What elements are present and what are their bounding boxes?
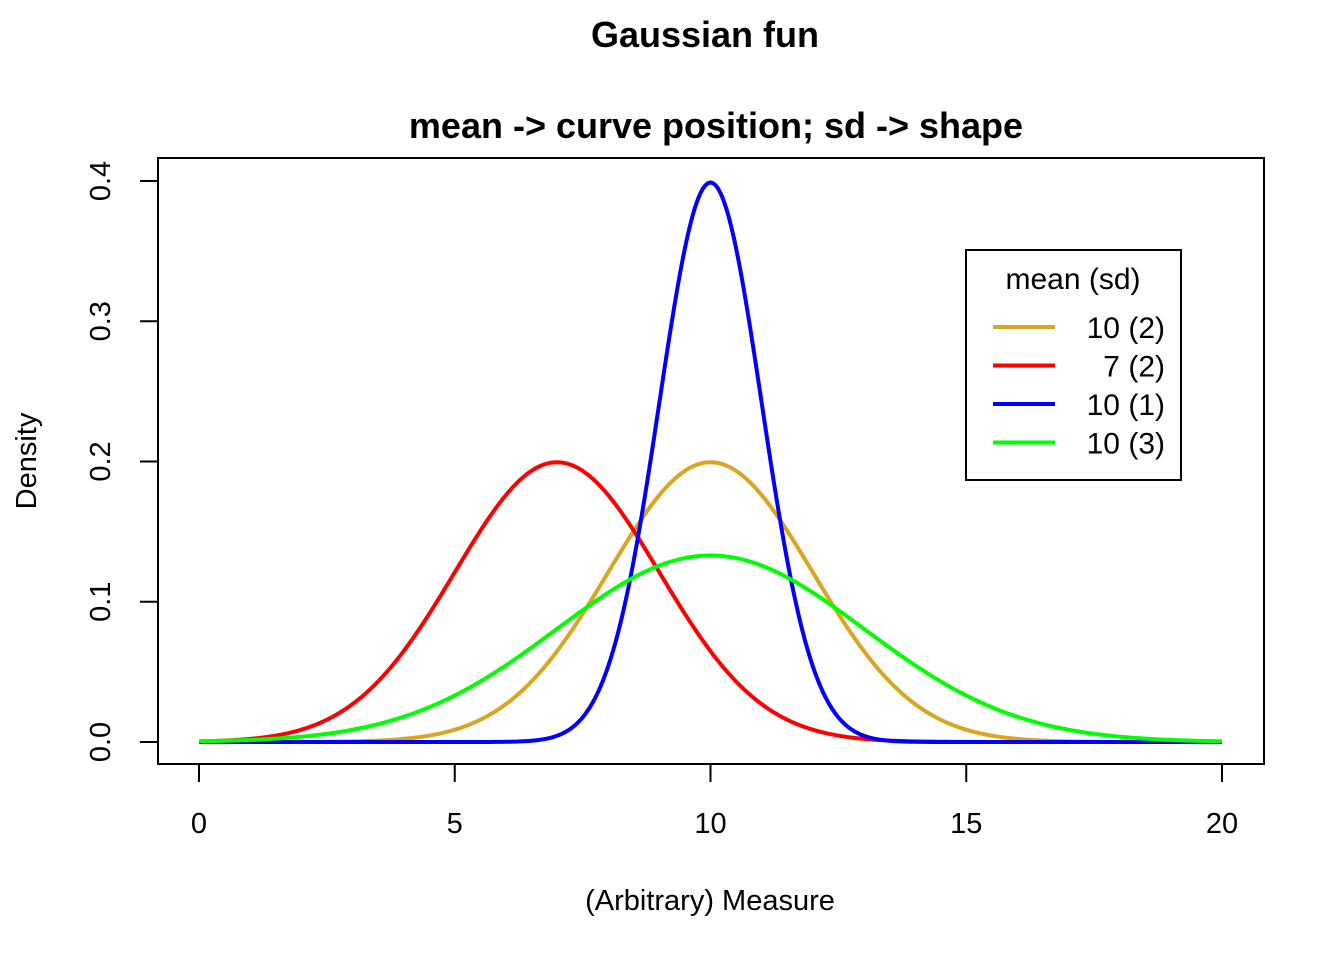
x-tick-label: 5 [447,808,463,840]
x-axis: 0 5 10 15 20 [191,763,1238,840]
y-tick-label: 0.4 [85,161,117,201]
series-line [198,460,1222,744]
legend-label: 10 (3) [1087,428,1165,461]
series-line [199,460,1222,744]
series-layer [198,180,1223,744]
y-tick-label: 0.3 [85,301,117,341]
x-axis-label: (Arbitrary) Measure [585,885,835,917]
y-tick-label: 0.0 [85,722,117,762]
chart-subtitle: mean -> curve position; sd -> shape [409,105,1023,146]
legend-label: 10 (2) [1087,312,1165,345]
y-tick-label: 0.2 [85,441,117,481]
x-tick-label: 0 [191,808,207,840]
legend: mean (sd) 10 (2) 7 (2) 10 (1) 10 (3) [965,249,1182,481]
legend-title: mean (sd) [1005,263,1140,296]
chart-title: Gaussian fun [591,14,819,55]
y-axis-label: Density [11,412,43,509]
y-axis: 0.0 0.1 0.2 0.3 0.4 [85,161,159,762]
legend-items: 10 (2) 7 (2) 10 (1) 10 (3) [993,312,1165,461]
series-line [199,180,1222,744]
y-tick-label: 0.1 [85,582,117,622]
legend-label: 7 (2) [1095,351,1165,384]
x-tick-label: 15 [950,808,982,840]
legend-label: 10 (1) [1087,389,1165,422]
x-tick-label: 10 [694,808,726,840]
x-tick-label: 20 [1206,808,1238,840]
series-line [198,553,1223,744]
